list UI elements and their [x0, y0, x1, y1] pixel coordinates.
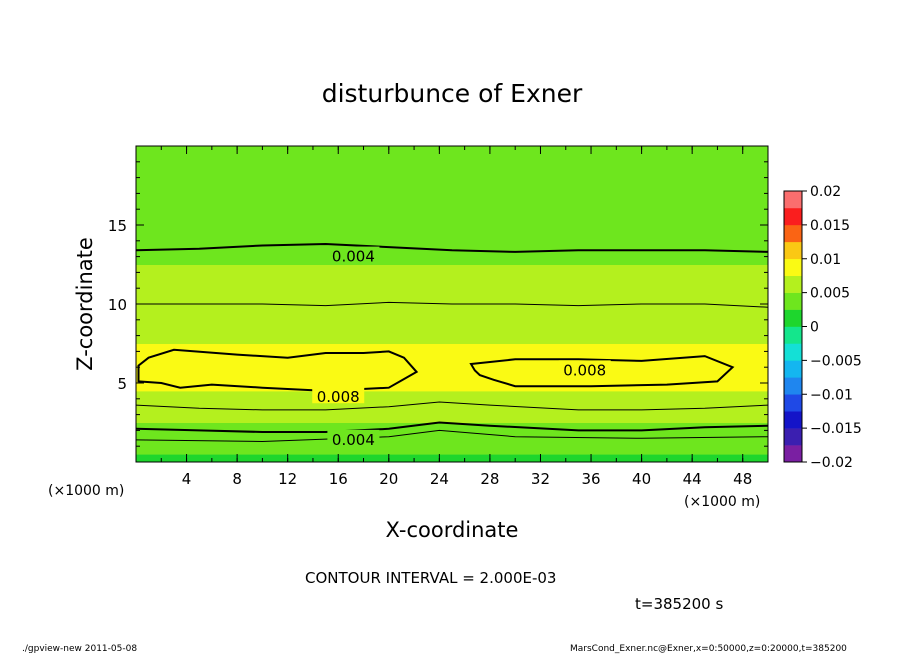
contour-line	[136, 421, 768, 433]
contour-line	[136, 242, 768, 253]
x-tick-label: 32	[531, 470, 550, 488]
contour-region	[138, 349, 417, 391]
contour-label: 0.004	[332, 248, 375, 266]
x-tick-label: 8	[232, 470, 242, 488]
contour-label-bg	[327, 429, 380, 446]
colorbar-swatch	[784, 428, 802, 446]
contour-line	[137, 348, 419, 392]
x-tick-label: 48	[733, 470, 752, 488]
field-band	[136, 430, 768, 439]
field-band	[136, 248, 768, 265]
footer-left-note: ./gpview-new 2011-05-08	[22, 644, 137, 654]
x-tick-label: 16	[329, 470, 348, 488]
plot-area: 0.004 0.008 0.008 0.004	[135, 145, 769, 463]
contour-lines: 0.004 0.008 0.008 0.004	[136, 242, 768, 449]
colorbar-swatch	[784, 275, 802, 293]
field-band	[136, 422, 768, 431]
x-tick-label: 28	[480, 470, 499, 488]
field-band	[136, 414, 768, 423]
field-band	[136, 311, 768, 329]
field-band	[136, 201, 768, 218]
y-tick-label: 10	[108, 296, 127, 314]
x-tick-label: 36	[581, 470, 600, 488]
field-band	[136, 185, 768, 202]
contour-label-bg	[558, 360, 611, 377]
field-band	[136, 146, 768, 155]
field-band	[136, 280, 768, 297]
contour-label: 0.008	[317, 388, 360, 406]
colorbar-swatch	[784, 241, 802, 260]
footer-right-note: MarsCond_Exner.nc@Exner,x=0:50000,z=0:20…	[570, 644, 847, 654]
colorbar-tick-label: 0.02	[810, 184, 841, 200]
contour-interval-note: CONTOUR INTERVAL = 2.000E-03	[305, 569, 556, 587]
field-band	[136, 454, 768, 462]
colorbar-tick-label: −0.01	[810, 387, 853, 403]
contour-line	[136, 429, 768, 443]
x-tick-label: 24	[430, 470, 449, 488]
colorbar-tick-label: −0.02	[810, 455, 853, 471]
field-band	[136, 438, 768, 447]
field-band	[136, 169, 768, 186]
field-band	[136, 217, 768, 234]
contour-label-bg	[327, 246, 380, 263]
y-tick-label: 15	[108, 217, 127, 235]
colorbar-tick-label: −0.015	[810, 421, 862, 437]
colorbar-tick-label: 0.015	[810, 218, 850, 234]
colorbar-swatch	[784, 292, 802, 310]
field-band	[136, 153, 768, 171]
colorbar-swatch	[784, 377, 802, 395]
y-axis-label: Z-coordinate	[73, 237, 97, 371]
colorbar: 0.02 0.015 0.01 0.005 0 −0.005 −0.01 −0.015 −0.0…	[783, 184, 862, 471]
contour-line	[136, 301, 768, 308]
x-tick-label: 40	[632, 470, 651, 488]
colorbar-swatch	[784, 191, 802, 209]
y-tick-label: 5	[117, 375, 127, 393]
colorbar-swatch	[784, 411, 802, 429]
colorbar-tick-label: 0.01	[810, 252, 841, 268]
x-unit-left: (×1000 m)	[48, 483, 124, 499]
x-tick-label: 4	[182, 470, 192, 488]
colorbar-swatch	[784, 258, 802, 276]
colorbar-tick-label: 0	[810, 320, 819, 336]
chart-title: disturbunce of Exner	[322, 79, 583, 108]
x-tick-label: 20	[379, 470, 398, 488]
colorbar-swatch	[784, 207, 802, 226]
field-band	[136, 446, 768, 455]
field-band	[136, 406, 768, 416]
colorbar-swatch	[784, 360, 802, 378]
contour-label: 0.004	[332, 431, 375, 449]
field-band	[136, 327, 768, 344]
field-band	[136, 343, 768, 360]
x-tick-label: 12	[278, 470, 297, 488]
time-stamp: t=385200 s	[635, 595, 723, 613]
x-tick-label: 44	[683, 470, 702, 488]
field-band	[136, 390, 768, 400]
colorbar-swatch	[784, 309, 802, 327]
contour-line	[469, 355, 735, 388]
contour-label: 0.008	[563, 361, 606, 379]
colorbar-swatch	[784, 445, 802, 463]
colorbar-tick-label: 0.005	[810, 286, 850, 302]
colorbar-swatch	[784, 343, 802, 361]
field-band	[136, 264, 768, 281]
x-unit-right: (×1000 m)	[684, 494, 760, 510]
colorbar-swatch	[784, 394, 802, 412]
colorbar-tick-label: −0.005	[810, 353, 862, 369]
contour-line	[136, 401, 768, 411]
colorbar-swatch	[784, 326, 802, 344]
x-axis-label: X-coordinate	[386, 518, 519, 542]
colorbar-swatch	[784, 224, 802, 243]
contour-label-bg	[312, 387, 365, 404]
